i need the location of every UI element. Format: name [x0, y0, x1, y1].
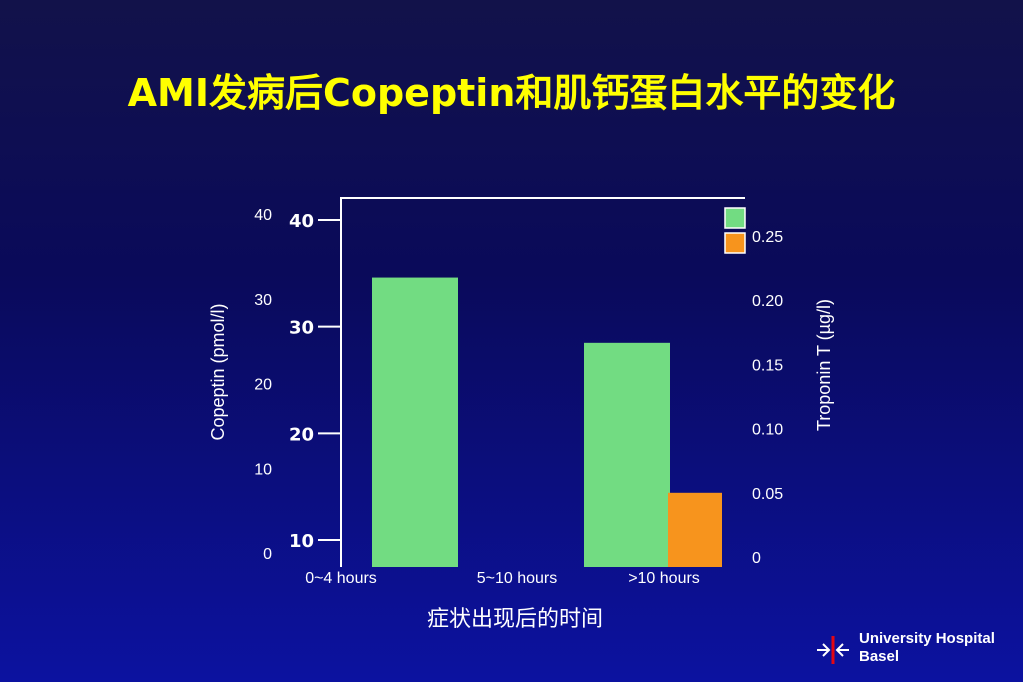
category-label: >10 hours: [628, 570, 700, 587]
category-label: 0~4 hours: [305, 570, 377, 587]
left-axis-tick-label: 0: [263, 546, 272, 563]
right-axis-tick-label: 0.20: [752, 293, 783, 310]
right-axis-tick-label: 0.10: [752, 422, 783, 439]
left-axis-tick-label: 20: [254, 377, 272, 394]
right-axis-tick-label: 0.05: [752, 486, 783, 503]
logo-line-2: Basel: [859, 648, 900, 665]
right-axis-tick-label: 0.15: [752, 357, 783, 374]
left-axis-tick-label: 10: [254, 461, 272, 478]
inner-axis-tick-label: 30: [289, 318, 314, 339]
left-axis-tick-label: 30: [254, 292, 272, 309]
university-hospital-basel-logo: University Hospital Basel: [815, 630, 1015, 670]
troponin-bar: [668, 492, 722, 567]
chart-bars: [372, 207, 746, 567]
chart-frame: [318, 197, 745, 567]
left-axis-title: Copeptin (pmol/l): [208, 303, 228, 440]
copeptin-bar: [584, 342, 670, 567]
legend-swatch: [724, 207, 746, 229]
copeptin-bar: [372, 277, 458, 567]
category-label: 5~10 hours: [477, 570, 558, 587]
right-axis-tick-label: 0: [752, 550, 761, 567]
chart-labels: 10 20 30 40 0 10 20 30 40 0 0.05 0.10 0.15 0.20 0.25 Co…: [208, 207, 834, 632]
inner-axis-tick-label: 20: [289, 424, 314, 445]
plot-frame-line: [340, 197, 745, 567]
right-axis-title: Troponin T (µg/l): [814, 299, 834, 431]
right-axis-tick-label: 0.25: [752, 229, 783, 246]
legend-swatch: [724, 232, 746, 254]
inner-axis-tick-label: 10: [289, 531, 314, 552]
logo-line-1: University Hospital: [859, 630, 995, 647]
hospital-logo-icon: [817, 636, 849, 664]
inner-axis-tick-label: 40: [289, 211, 314, 232]
slide-title: AMI发病后Copeptin和肌钙蛋白水平的变化: [127, 71, 896, 115]
x-axis-title: 症状出现后的时间: [427, 607, 603, 632]
left-axis-tick-label: 40: [254, 207, 272, 224]
